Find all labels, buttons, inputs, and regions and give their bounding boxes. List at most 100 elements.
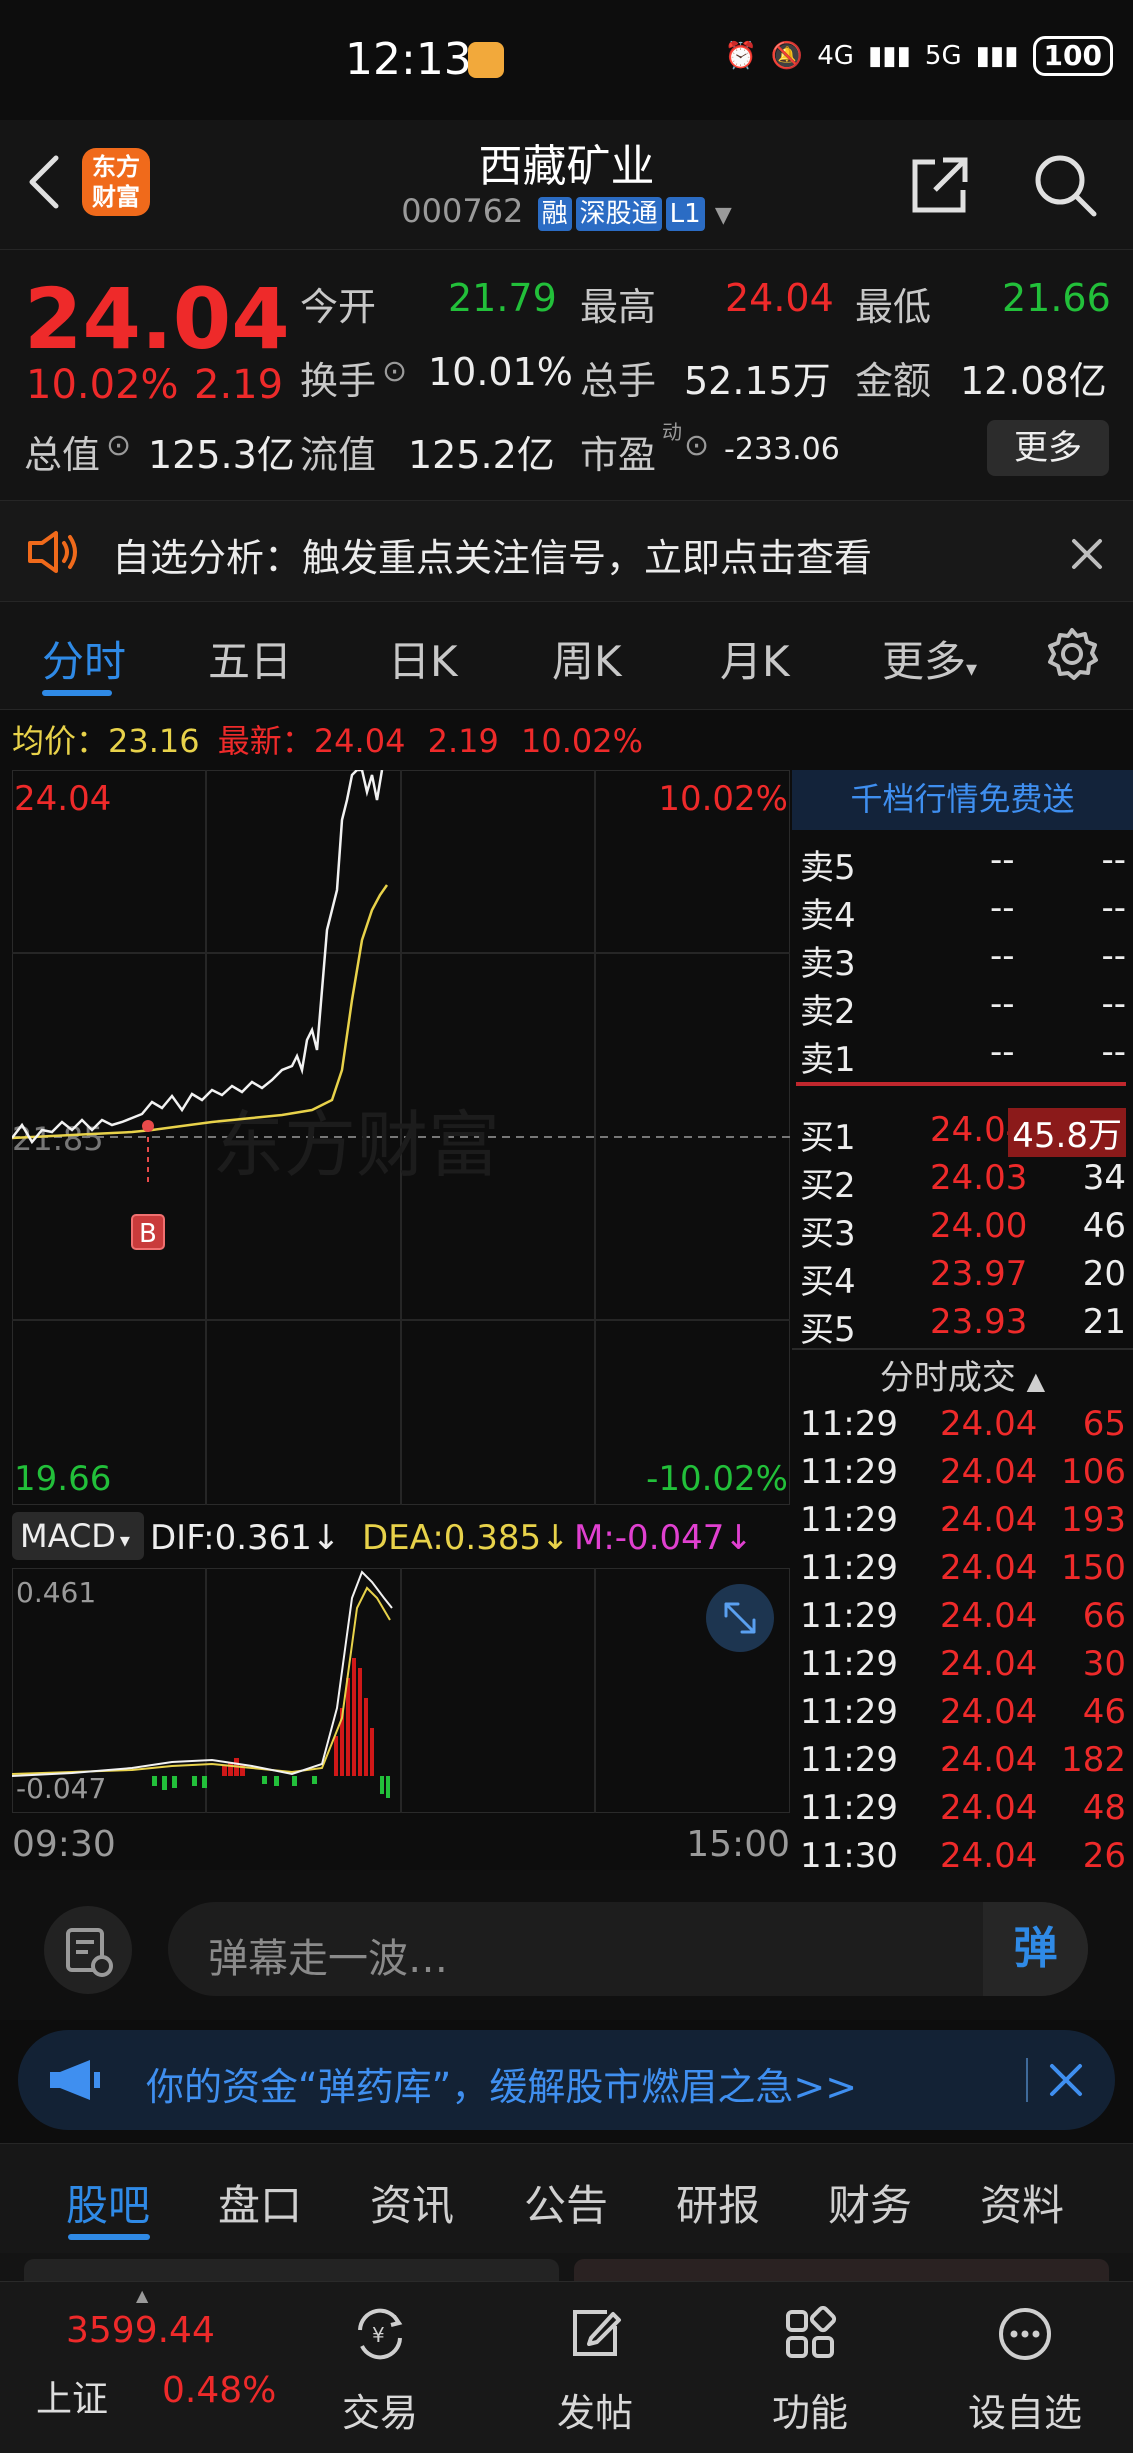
book-divider — [796, 1082, 1126, 1086]
tab-weekly-k[interactable]: 周K — [552, 637, 622, 686]
stock-code-line[interactable]: 000762 融深股通 L1 ▼ — [0, 192, 1133, 231]
macd-chart[interactable]: 0.461 -0.047 — [12, 1568, 790, 1813]
macd-dif-line — [12, 1570, 393, 1777]
depth-promo[interactable]: 千档行情免费送 — [792, 770, 1133, 830]
bid-row: 买2 24.03 34 — [800, 1158, 1126, 1206]
amount-value: 12.08亿 — [960, 359, 1107, 403]
tab-market-depth[interactable]: 盘口 — [218, 2181, 303, 2230]
time-end: 15:00 — [686, 1824, 790, 1865]
pe-value: -233.06 — [724, 432, 840, 467]
speaker-icon — [28, 531, 77, 573]
share-icon[interactable] — [905, 150, 975, 220]
trade-row: 11:29 24.04 66 — [800, 1596, 1126, 1636]
low-label: 最低 — [855, 285, 932, 329]
settings-icon[interactable] — [1044, 626, 1100, 682]
buy-marker-text: B — [139, 1219, 157, 1249]
tab-more[interactable]: 更多▾ — [882, 637, 978, 686]
info-icon[interactable]: ⊙ — [684, 428, 710, 463]
nav-post[interactable]: 发帖 — [505, 2282, 685, 2453]
network-5g: 5G — [924, 41, 962, 71]
trade-row: 11:29 24.04 193 — [800, 1500, 1126, 1540]
time-axis: 09:30 15:00 — [12, 1818, 790, 1868]
macd-dea: DEA:0.385↓ — [362, 1518, 570, 1558]
tab-finance[interactable]: 财务 — [828, 2181, 913, 2230]
index-price: 3599.44 — [66, 2310, 215, 2351]
bid-row: 买1 24.04 45.8万 — [800, 1104, 1126, 1158]
trade-row: 11:29 24.04 65 — [800, 1404, 1126, 1444]
dropdown-icon: ▼ — [714, 203, 732, 228]
high-value: 24.04 — [725, 276, 834, 320]
content-tabs: 股吧 盘口 资讯 公告 研报 财务 资料 — [0, 2143, 1133, 2253]
current-price: 24.04 — [24, 270, 290, 368]
more-button[interactable]: 更多 — [987, 420, 1109, 476]
nav-trade[interactable]: ¥ 交易 — [290, 2282, 470, 2453]
tab-five-day[interactable]: 五日 — [208, 637, 293, 686]
ask-row: 卖4 -- -- — [800, 888, 1126, 936]
trade-row: 11:29 24.04 30 — [800, 1644, 1126, 1684]
pe-label: 市盈 — [580, 433, 657, 477]
mute-icon: 🔕 — [770, 41, 804, 71]
analysis-banner[interactable]: 自选分析：触发重点关注信号，立即点击查看 — [0, 500, 1133, 602]
tab-profile[interactable]: 资料 — [980, 2181, 1065, 2230]
tab-daily-k[interactable]: 日K — [388, 637, 458, 686]
post-card[interactable] — [574, 2259, 1109, 2281]
index-ticker[interactable]: ▲ 3599.44 上证 0.48% — [0, 2282, 290, 2453]
danmaku-send-button[interactable]: 弹 — [983, 1902, 1088, 1996]
danmaku-bar: 弹幕走一波… 弹 — [0, 1870, 1133, 2020]
danmaku-input[interactable]: 弹幕走一波… 弹 — [168, 1902, 1088, 1996]
nav-add-watchlist[interactable]: 设自选 — [935, 2282, 1115, 2453]
back-icon[interactable] — [24, 152, 64, 212]
macd-selector[interactable]: MACD ▾ — [12, 1512, 144, 1560]
nav-functions[interactable]: 功能 — [720, 2282, 900, 2453]
ad-banner[interactable]: 你的资金“弹药库”，缓解股市燃眉之急>> — [18, 2030, 1115, 2130]
tab-news[interactable]: 资讯 — [370, 2181, 455, 2230]
edit-icon — [573, 2310, 621, 2356]
macd-m: M:-0.047↓ — [574, 1518, 753, 1558]
turnover-label: 换手 — [300, 359, 377, 403]
intraday-chart[interactable]: 东方财富 21.85 B 24.04 19.66 10.02% -10.02% — [12, 770, 790, 1505]
ask-row: 卖1 -- -- — [800, 1032, 1126, 1080]
post-card[interactable] — [24, 2259, 559, 2281]
bottom-nav: ▲ 3599.44 上证 0.48% ¥ 交易 发帖 功能 设自 — [0, 2281, 1133, 2453]
trade-row: 11:29 24.04 46 — [800, 1692, 1126, 1732]
tab-intraday[interactable]: 分时 — [42, 637, 127, 686]
watermark: 东方财富 — [212, 1103, 500, 1187]
latest-label: 最新： — [217, 722, 314, 760]
info-icon[interactable]: ⊙ — [382, 354, 408, 389]
float-label: 流值 — [300, 433, 377, 477]
ask-row: 卖3 -- -- — [800, 936, 1126, 984]
grid-icon — [786, 2306, 837, 2358]
info-icon[interactable]: ⊙ — [106, 428, 132, 463]
index-pct: 0.48% — [162, 2370, 277, 2411]
bid-row: 买3 24.00 46 — [800, 1206, 1126, 1254]
chevron-up-icon: ▲ — [136, 2286, 149, 2305]
expand-icon — [724, 1602, 756, 1634]
time-start: 09:30 — [12, 1824, 116, 1865]
close-icon[interactable] — [1070, 537, 1104, 571]
trades-header[interactable]: 分时成交 ▲ — [879, 1358, 1046, 1398]
macd-bottom-label: -0.047 — [16, 1772, 106, 1805]
price-line-series — [12, 770, 384, 1145]
tab-forum[interactable]: 股吧 — [66, 2181, 151, 2230]
latest-change: 2.19 — [427, 722, 499, 760]
brand-logo[interactable]: 东方 财富 — [82, 148, 150, 216]
more-icon — [999, 2308, 1051, 2360]
change-percent: 10.02% — [26, 362, 179, 408]
tab-research[interactable]: 研报 — [676, 2181, 761, 2230]
high-label: 最高 — [580, 285, 657, 329]
connect-tag: 深股通 — [575, 197, 662, 231]
order-book: 千档行情免费送 卖5 -- -- 卖4 -- -- 卖3 -- -- 卖2 -- -- 卖1 --… — [792, 770, 1133, 1876]
danmaku-settings-icon[interactable] — [44, 1906, 132, 1994]
bid-row: 买5 23.93 21 — [800, 1302, 1126, 1350]
search-icon[interactable] — [1030, 150, 1100, 220]
tab-monthly-k[interactable]: 月K — [720, 637, 790, 686]
trade-row: 11:29 24.04 106 — [800, 1452, 1126, 1492]
chart-grid — [12, 770, 790, 1505]
signal-icon: ▮▮▮ — [975, 41, 1019, 71]
stock-name[interactable]: 西藏矿业 — [478, 141, 655, 192]
tab-announcements[interactable]: 公告 — [524, 2181, 609, 2230]
trade-row: 11:30 24.04 26 — [800, 1836, 1126, 1876]
pe-dynamic-mark: 动 — [662, 420, 682, 444]
close-icon[interactable] — [1048, 2062, 1084, 2098]
megaphone-icon — [50, 2060, 100, 2100]
